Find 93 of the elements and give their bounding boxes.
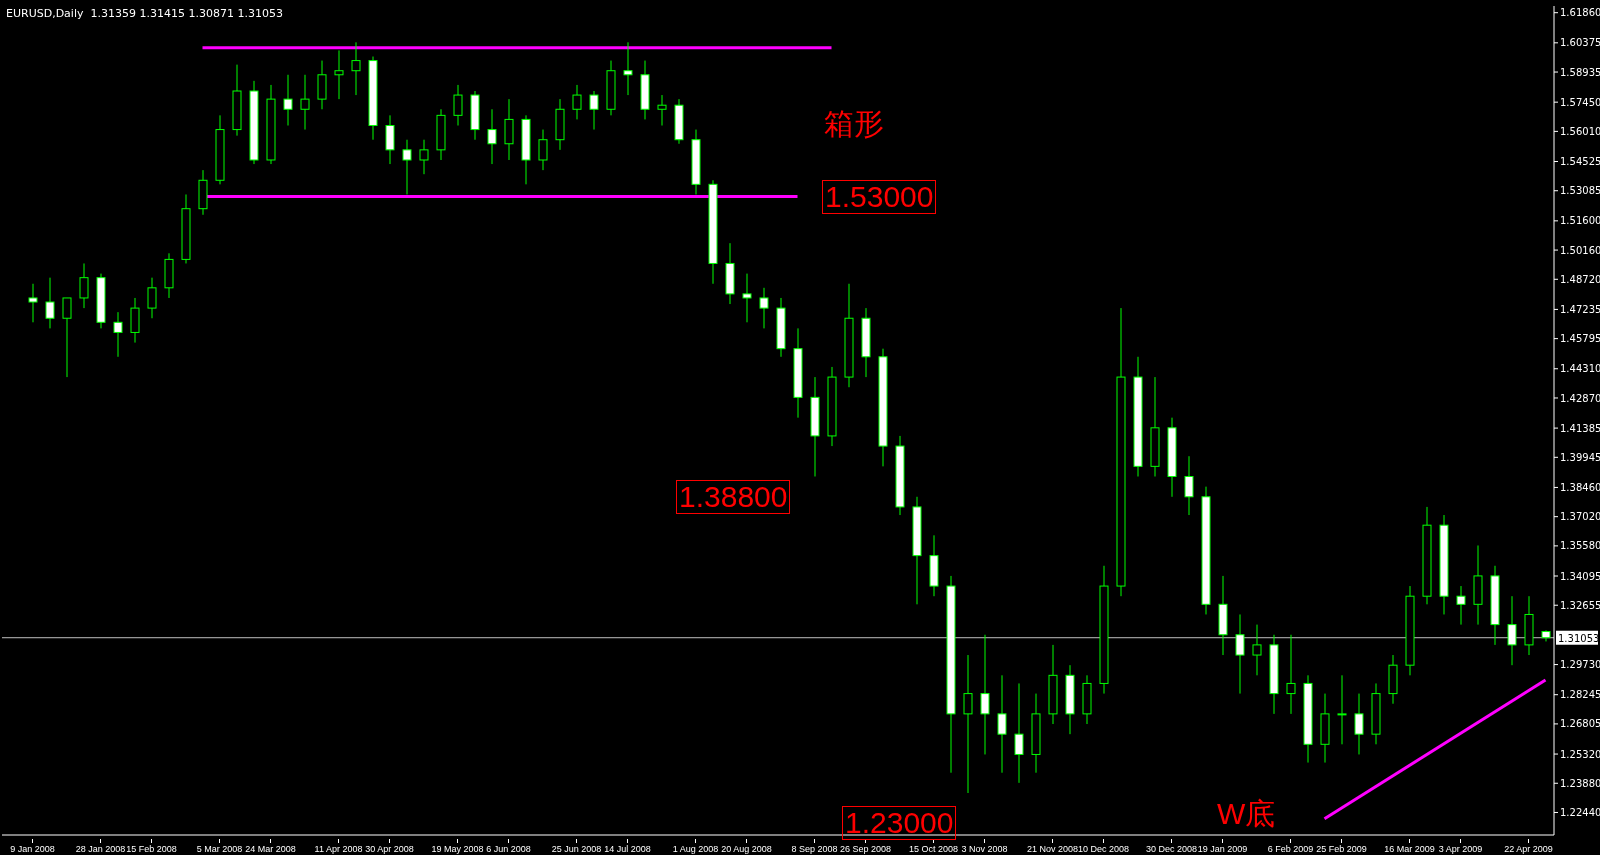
y-tick-label: 1.48720 [1560,273,1600,285]
ref-line-label: 1.31053 [1558,632,1600,644]
candlestick [300,74,310,131]
candlestick [334,49,344,100]
y-tick-label: 1.41385 [1560,422,1600,434]
candlestick [538,129,548,171]
candlestick [657,94,667,126]
y-tick-label: 1.45795 [1560,333,1600,345]
candlestick [980,634,990,755]
y-tick-label: 1.57450 [1560,96,1600,108]
x-tick-label: 24 Mar 2008 [245,844,296,854]
annotation: W底 [1216,797,1277,830]
x-tick-label: 11 Apr 2008 [314,844,363,854]
y-tick-label: 1.37020 [1560,511,1600,523]
x-tick-label: 6 Feb 2009 [1267,844,1314,854]
candlestick [28,283,38,323]
candlestick [283,74,293,126]
candlestick [997,674,1007,774]
y-tick-label: 1.28245 [1560,689,1600,701]
candlestick [419,139,429,175]
x-tick-label: 14 Jul 2008 [604,844,651,854]
candlestick [79,262,89,309]
x-tick-label: 8 Sep 2008 [791,844,838,854]
candlestick [1337,674,1347,745]
candlestick [147,277,157,319]
y-tick-label: 1.25320 [1560,748,1600,760]
y-tick-label: 1.26805 [1560,718,1600,730]
y-tick-label: 1.22440 [1560,807,1600,819]
y-tick-label: 1.56010 [1560,125,1600,137]
x-tick-label: 16 Mar 2009 [1384,844,1435,854]
candlestick [572,84,582,120]
x-tick-label: 26 Sep 2008 [839,844,892,854]
x-tick-label: 15 Oct 2008 [908,844,959,854]
x-tick-label: 5 Mar 2008 [196,844,243,854]
y-tick-label: 1.50160 [1560,244,1600,256]
x-tick-label: 21 Nov 2008 [1026,844,1079,854]
candlestick [1252,624,1262,676]
y-tick-label: 1.38460 [1560,482,1600,493]
candlestick [1354,693,1364,755]
x-tick-label: 3 Nov 2008 [961,844,1008,854]
y-tick-label: 1.29730 [1560,659,1600,671]
y-tick-label: 1.58935 [1560,66,1600,78]
x-tick-label: 30 Dec 2008 [1145,844,1198,854]
candlestick [351,41,361,96]
x-tick-label: 25 Jun 2008 [551,844,602,854]
candlestick [487,108,497,165]
y-tick-label: 1.42870 [1560,392,1600,404]
candlestick [113,311,123,358]
candlestick [1286,634,1296,715]
chart-title: EURUSD,Daily 1.31359 1.31415 1.30871 1.31053 [6,7,283,20]
x-tick-label: 3 Apr 2009 [1438,844,1483,854]
candlestick [1184,455,1194,516]
x-tick-label: 9 Jan 2008 [10,844,55,854]
x-tick-label: 6 Jun 2008 [486,844,531,854]
candlestick [62,297,72,378]
candlestick [1507,595,1517,666]
annotation: 箱形 [823,107,885,140]
candlestick [1235,613,1245,695]
x-tick-label: 20 Aug 2008 [721,844,772,854]
x-tick-label: 1 Aug 2008 [672,844,719,854]
candlestick [589,90,599,131]
y-tick-label: 1.32655 [1560,599,1600,611]
candlestick [453,84,463,126]
x-tick-label: 22 Apr 2009 [1504,844,1553,854]
x-tick-label: 19 May 2008 [431,844,484,854]
candlestick [963,654,973,794]
x-tick-label: 19 Jan 2009 [1197,844,1248,854]
x-tick-label: 30 Apr 2008 [365,844,414,854]
candlestick [759,287,769,329]
x-tick-label: 28 Jan 2008 [75,844,126,854]
y-tick-label: 1.34095 [1560,570,1600,582]
annotation: 1.53000 [822,180,937,214]
y-tick-label: 1.47235 [1560,303,1600,315]
candlestick [402,139,412,195]
candlestick [1456,585,1466,626]
x-tick-label: 10 Dec 2008 [1077,844,1130,854]
annotation: 1.23000 [842,806,957,840]
x-tick-label: 15 Feb 2008 [126,844,177,854]
y-tick-label: 1.35580 [1560,540,1600,552]
y-tick-label: 1.44310 [1560,363,1600,375]
candlestick [1014,682,1024,784]
y-tick-label: 1.51600 [1560,215,1600,227]
candlestick [742,273,752,323]
y-tick-label: 1.60375 [1560,37,1600,49]
y-tick-label: 1.54525 [1560,156,1600,168]
annotation: 1.38800 [676,480,791,514]
y-tick-label: 1.61860 [1560,7,1600,19]
y-tick-label: 1.39945 [1560,451,1600,463]
y-tick-label: 1.53085 [1560,185,1600,197]
candlestick [45,277,55,329]
y-tick-label: 1.23880 [1560,777,1600,789]
x-tick-label: 25 Feb 2009 [1316,844,1367,854]
candlestick [623,41,633,96]
